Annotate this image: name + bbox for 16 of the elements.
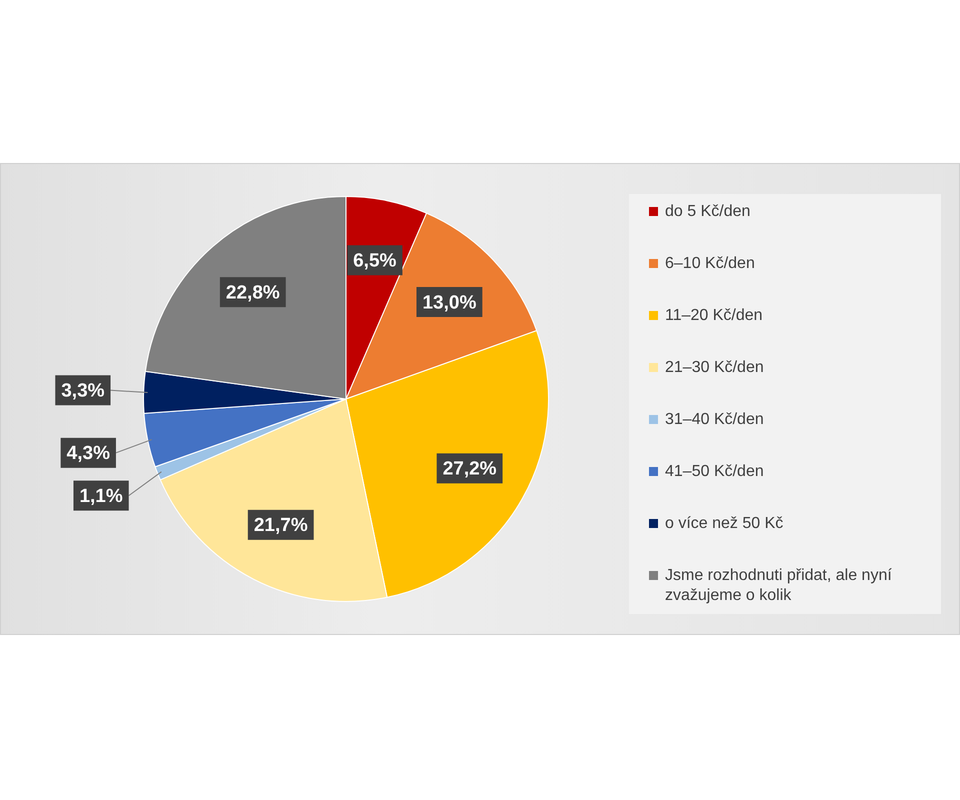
data-label: 6,5% <box>353 250 397 272</box>
legend-label: 6–10 Kč/den <box>665 254 755 274</box>
legend-label: 31–40 Kč/den <box>665 410 764 430</box>
legend-label: Jsme rozhodnuti přidat, ale nyní zvažujeme o kolik <box>665 566 893 606</box>
legend-label: 41–50 Kč/den <box>665 462 764 482</box>
data-label: 27,2% <box>442 458 497 480</box>
legend-label: o více než 50 Kč <box>665 514 784 534</box>
data-label: 4,3% <box>66 443 110 464</box>
data-label: 13,0% <box>422 292 476 314</box>
legend-label: do 5 Kč/den <box>665 202 750 222</box>
data-label: 21,7% <box>254 515 308 536</box>
data-label: 22,8% <box>226 282 280 304</box>
data-label: 1,1% <box>79 486 123 507</box>
legend-label: 21–30 Kč/den <box>665 358 764 378</box>
legend-label: 11–20 Kč/den <box>665 306 763 326</box>
data-label: 3,3% <box>61 380 105 402</box>
